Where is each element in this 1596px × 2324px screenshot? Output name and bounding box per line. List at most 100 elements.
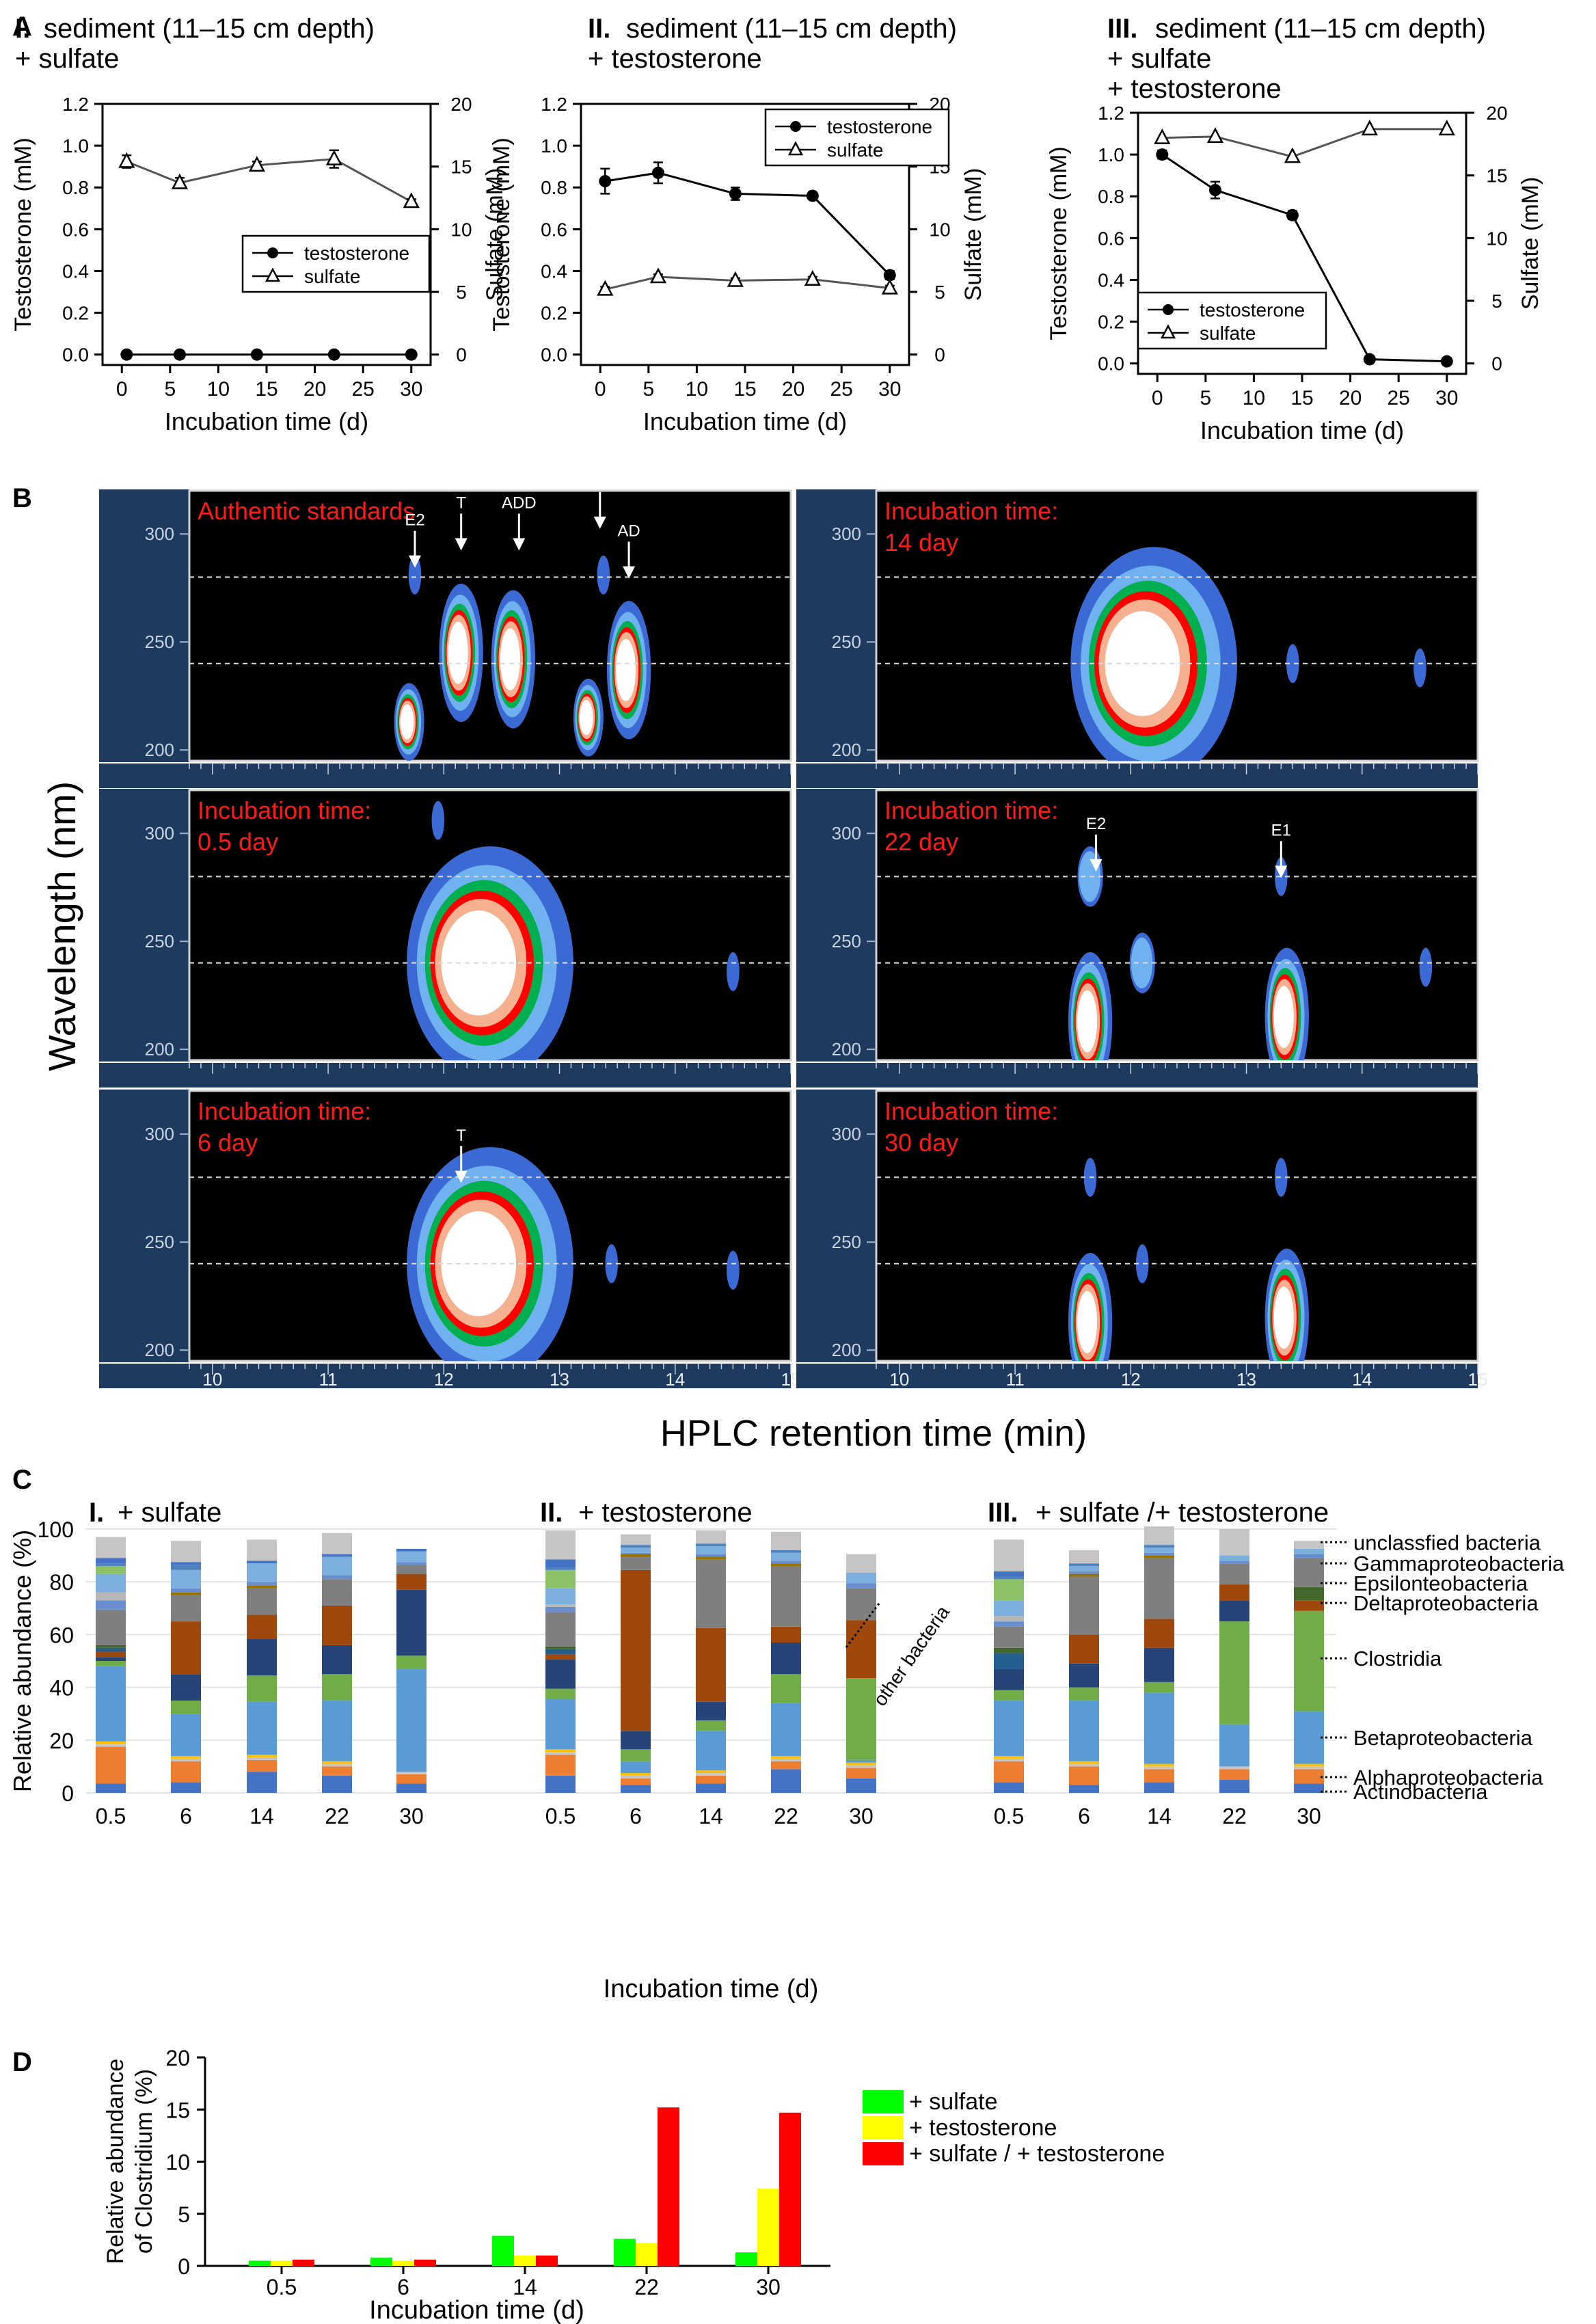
chart-title-line: sediment (11–15 cm depth) [44,14,375,44]
annotation-arrow-head [455,538,468,551]
stacked-bar [1294,1541,1324,1793]
bar-segment [771,1626,801,1643]
data-point-testosterone [1440,355,1453,368]
x-tick-label: 30 [1435,387,1458,409]
bar-segment [1144,1681,1174,1693]
legend-swatch [863,2116,904,2139]
data-point-sulfate [727,271,744,287]
x-tick-label: 0.5 [267,2275,297,2299]
bar-segment [696,1559,726,1628]
peak-contour-band [1414,648,1426,688]
y-tick-label: 20 [165,2046,190,2070]
bar-segment [846,1768,876,1779]
bar-segment [96,1600,126,1610]
y-right-tick-label: 5 [456,282,467,303]
y-tick-label: 250 [832,632,861,652]
data-point-sulfate [1361,120,1378,136]
annotation-arrow-head [455,1170,468,1183]
bar-segment [994,1653,1024,1669]
chart-title-line: + sulfate [1107,44,1211,74]
bar-segment [994,1626,1024,1648]
bar-segment [396,1774,427,1784]
bar-segment [1144,1782,1174,1793]
y-axis-label: Relative abundance (%) [8,1530,36,1792]
bar-segment [771,1755,801,1759]
chart-title-line: + testosterone [588,44,762,74]
x-tick-label: 20 [303,378,326,401]
chromatogram-peak [491,590,535,729]
bar-segment [846,1554,876,1573]
bar-segment [771,1566,801,1627]
bar-segment [322,1556,352,1576]
bar-segment [1144,1769,1174,1783]
data-point-sulfate [248,156,265,172]
bar-segment [1069,1576,1099,1635]
x-tick-label: 15 [1290,387,1313,409]
y-left-tick-label: 0.2 [62,303,89,324]
bar-segment [396,1551,427,1563]
peak-contour-band [616,638,636,701]
bar-segment [696,1556,726,1560]
bar-segment [322,1645,352,1675]
x-tick-label: 6 [630,1804,642,1828]
bar-segment [1294,1600,1324,1611]
y-left-tick-label: 0.4 [541,260,567,282]
x-tick-label: 6 [180,1804,192,1828]
data-point-testosterone [250,348,263,361]
bar-segment [621,1778,651,1785]
group-title-text: + sulfate /+ testosterone [1036,1498,1329,1528]
wavelength-ruler [796,1090,876,1362]
bar-segment [545,1755,576,1776]
bar-segment [771,1531,801,1550]
bar-segment [846,1759,876,1763]
y-tick-label: 200 [145,1039,174,1059]
bar-segment [171,1755,201,1759]
bar-segment [545,1649,576,1655]
bar-segment [621,1569,651,1731]
data-point-sulfate [1284,147,1301,163]
y-right-tick-label: 0 [456,344,467,366]
chart-title-roman: II. [588,14,610,44]
data-point-testosterone [1208,184,1221,197]
x-tick-label: 13 [1236,1369,1256,1390]
y-tick-label: 250 [145,632,174,652]
bar-segment [771,1761,801,1770]
y-right-tick-label: 0 [1491,353,1502,375]
series-line-sulfate [1162,128,1447,158]
bar-segment [696,1554,726,1557]
heatmap-subplot-6: 200 250 300 Incubation time: 30 day 10 11 12 13 1… [796,1090,1487,1390]
bar-segment [1069,1761,1099,1764]
bar-segment [771,1552,801,1561]
x-tick-label: 5 [643,378,654,401]
peak-contour-band [431,800,445,840]
bar-segment [247,1560,277,1564]
x-tick-label: 10 [686,378,708,401]
chromatogram-peak [1264,1248,1309,1361]
bar-segment [1069,1663,1099,1688]
legend-label: sulfate [1200,323,1256,344]
y-left-tick-label: 1.2 [62,94,89,115]
chromatogram-peak [1129,932,1155,994]
y-tick-label: 200 [832,1340,861,1360]
data-point-testosterone [599,175,612,188]
bar-segment [1144,1526,1174,1545]
bar-segment [322,1579,352,1606]
heatmap-subplot-4: 200 250 300 Incubation time: 22 day E2 E1 [796,789,1479,1087]
bar-segment [994,1621,1024,1627]
legend-label: Deltaproteobacteria [1353,1591,1539,1615]
data-point-sulfate [118,152,135,168]
bar-segment [994,1782,1024,1793]
legend-marker [1160,324,1176,339]
bar-segment [846,1765,876,1768]
panel-d: 0 5 10 15 20 0.5 6 14 22 30 Incubation time (d) Rel… [103,2046,1165,2324]
chromatogram-peak [1275,1157,1288,1197]
y-left-tick-label: 0.8 [62,177,89,198]
bar-segment [171,1621,201,1675]
y-tick-label: 40 [49,1676,74,1701]
bar-segment [96,1744,126,1747]
bar-segment [396,1573,427,1590]
bar-segment [545,1612,576,1647]
x-tick-label: 22 [1222,1804,1247,1828]
x-tick-label: 20 [782,378,804,401]
annotation-arrow-head [1090,859,1103,871]
